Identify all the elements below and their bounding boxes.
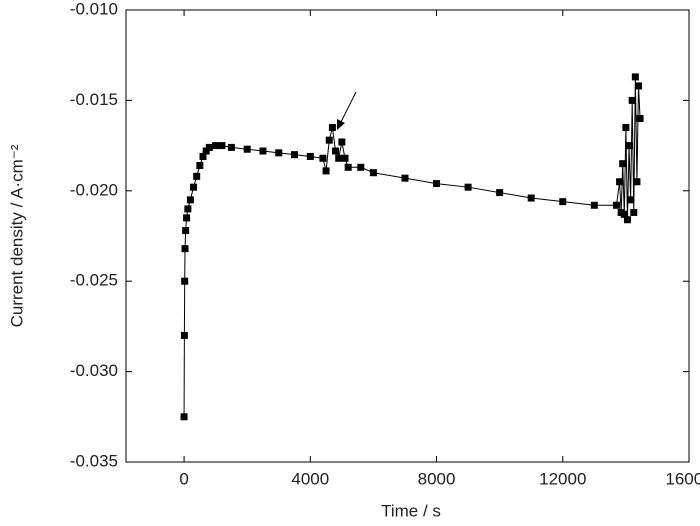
y-tick-label: -0.035	[70, 451, 118, 470]
y-tick-label: -0.025	[70, 271, 118, 290]
data-point	[183, 214, 191, 222]
data-point	[335, 154, 343, 162]
data-point	[627, 196, 635, 204]
data-point	[328, 124, 336, 132]
annotation-arrow	[337, 91, 357, 130]
data-point	[190, 183, 198, 191]
x-tick-label: 12000	[539, 469, 586, 488]
data-point	[205, 143, 213, 151]
data-point	[369, 169, 377, 177]
data-point	[344, 163, 352, 171]
data-point	[625, 142, 633, 150]
data-point	[181, 245, 189, 253]
data-point	[633, 178, 641, 186]
data-point	[628, 96, 636, 104]
data-point	[401, 174, 409, 182]
data-point	[186, 196, 194, 204]
data-point	[275, 149, 283, 157]
data-point	[184, 205, 192, 213]
data-point	[590, 201, 598, 209]
data-point	[319, 154, 327, 162]
x-tick-label: 0	[179, 469, 188, 488]
data-point	[196, 161, 204, 169]
data-line	[183, 76, 641, 417]
data-point	[259, 147, 267, 155]
data-point	[202, 147, 210, 155]
data-point	[496, 189, 504, 197]
data-point	[464, 183, 472, 191]
data-point	[433, 180, 441, 188]
data-point	[227, 143, 235, 151]
data-point	[291, 151, 299, 159]
data-point	[199, 152, 207, 160]
data-point	[306, 152, 314, 160]
data-point	[182, 227, 190, 235]
data-point	[357, 163, 365, 171]
data-point	[635, 82, 643, 90]
data-point	[193, 172, 201, 180]
x-tick-label: 8000	[418, 469, 456, 488]
y-axis-label: Current density / A·cm⁻²	[7, 144, 26, 327]
y-tick-label: -0.015	[70, 90, 118, 109]
y-tick-label: -0.010	[70, 0, 118, 18]
data-point	[338, 138, 346, 146]
data-point	[180, 413, 188, 421]
data-point	[243, 145, 251, 153]
x-tick-label: 16000	[665, 469, 700, 488]
data-point	[559, 198, 567, 206]
data-point	[622, 124, 630, 132]
y-tick-label: -0.020	[70, 180, 118, 199]
data-point	[181, 277, 189, 285]
data-point	[636, 114, 644, 122]
data-point	[341, 154, 349, 162]
plot-frame	[125, 9, 690, 463]
data-point	[527, 194, 535, 202]
data-point	[212, 142, 220, 150]
data-point	[322, 167, 330, 175]
data-point	[630, 208, 638, 216]
data-point	[623, 216, 631, 224]
data-point	[619, 160, 627, 168]
data-point	[631, 73, 639, 81]
data-point	[620, 210, 628, 218]
data-point	[325, 136, 333, 144]
data-point	[218, 142, 226, 150]
data-point	[616, 178, 624, 186]
data-point	[612, 201, 620, 209]
x-axis-label: Time / s	[381, 501, 441, 520]
x-tick-label: 4000	[291, 469, 329, 488]
data-point	[180, 331, 188, 339]
data-point	[332, 147, 340, 155]
y-tick-label: -0.030	[70, 361, 118, 380]
